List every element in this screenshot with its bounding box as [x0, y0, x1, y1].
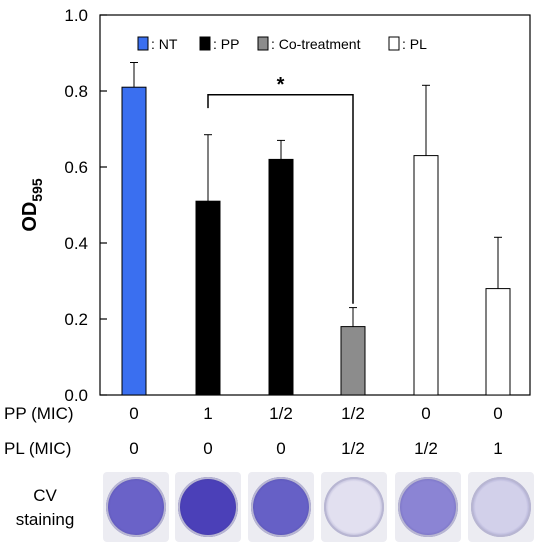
bar: [268, 158, 294, 396]
cv-well-frame: [468, 472, 534, 542]
bar: [485, 288, 511, 396]
legend-label: : PP: [213, 36, 239, 52]
cv-well: [324, 477, 384, 537]
cv-label-line2: staining: [15, 510, 75, 529]
cv-well-frame: [175, 472, 241, 542]
y-tick-label: 0.2: [64, 310, 88, 329]
y-tick-label: 1.0: [64, 6, 88, 25]
cv-well-frame: [103, 472, 169, 542]
cv-label-line1: CV: [33, 486, 57, 505]
y-axis-label: OD595: [19, 178, 45, 232]
cv-well: [471, 477, 531, 537]
y-tick-label: 0.6: [64, 158, 88, 177]
cv-staining-label: CV staining: [2, 484, 88, 532]
pp-value: 0: [421, 404, 431, 423]
pp-value: 0: [493, 404, 503, 423]
cv-well: [178, 477, 238, 537]
legend-swatch: [137, 36, 149, 51]
legend-swatch: [257, 36, 269, 51]
legend-label: : Co-treatment: [271, 36, 361, 52]
significance-bracket: *: [207, 74, 354, 304]
pp-row-label: PP (MIC): [4, 404, 74, 423]
legend-swatch: [388, 36, 400, 51]
pl-value: 0: [276, 439, 286, 458]
pp-value: 1/2: [341, 404, 365, 423]
significance-star: *: [277, 74, 285, 96]
bar-chart: 0.0 0.2 0.4 0.6 0.8 1.0 OD595 * : NT : PP : Co-t…: [19, 6, 531, 405]
cv-well-frame: [321, 472, 387, 542]
bracket-line: [207, 94, 354, 304]
y-axis-label-subscript: 595: [29, 178, 45, 202]
pl-value: 0: [203, 439, 213, 458]
axes: 0.0 0.2 0.4 0.6 0.8 1.0 OD595: [19, 6, 531, 405]
bar: [340, 326, 366, 396]
bar: [413, 155, 439, 396]
legend-swatch: [199, 36, 211, 51]
cv-well: [398, 477, 458, 537]
bar: [195, 200, 221, 396]
cv-well-frame: [395, 472, 461, 542]
pl-value: 1/2: [341, 439, 365, 458]
pp-value: 1/2: [269, 404, 293, 423]
bars: [121, 62, 511, 396]
pp-value: 1: [203, 404, 213, 423]
y-tick-label: 0.8: [64, 82, 88, 101]
pl-value: 1/2: [414, 439, 438, 458]
pl-row-label: PL (MIC): [4, 439, 72, 458]
plot-frame: [99, 14, 531, 396]
legend-label: : NT: [151, 36, 178, 52]
cv-well: [106, 477, 166, 537]
cv-well: [251, 477, 311, 537]
cv-well-frame: [248, 472, 314, 542]
bar: [121, 86, 147, 396]
legend-label: : PL: [402, 36, 427, 52]
pl-value: 0: [129, 439, 139, 458]
y-tick-label: 0.0: [64, 386, 88, 405]
legend: : NT : PP : Co-treatment : PL: [137, 36, 427, 52]
pp-value: 0: [129, 404, 139, 423]
y-axis-label-main: OD: [19, 202, 41, 232]
y-tick-label: 0.4: [64, 234, 88, 253]
pl-value: 1: [493, 439, 503, 458]
